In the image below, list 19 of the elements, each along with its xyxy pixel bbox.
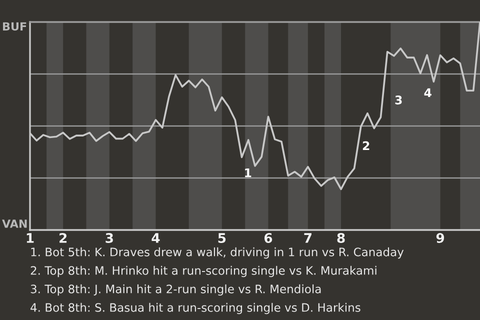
x-tick-label: 6 — [264, 233, 272, 243]
x-tick-label: 1 — [26, 233, 34, 243]
x-tick-label: 5 — [218, 233, 226, 243]
x-tick-label: 4 — [152, 233, 160, 243]
text: BUF — [3, 22, 26, 31]
text: 1. Bot 5th: K. Draves drew a walk, driving in 1 run vs R. Canaday — [31, 247, 404, 259]
text: 2. Top 8th: M. Hrinko hit a run-scoring single vs K. Murakami — [30, 266, 376, 278]
x-tick-label: 9 — [436, 233, 444, 243]
annotation: 1 — [245, 168, 252, 178]
annotation: 2 — [362, 141, 370, 150]
text: VAN — [2, 220, 27, 228]
annotation: 3 — [395, 96, 402, 104]
x-tick-label: 2 — [60, 233, 67, 243]
text: 4. Bot 8th: S. Basua hit a run-scoring single vs D. Harkins — [30, 302, 360, 314]
x-tick-label: 3 — [106, 233, 113, 243]
x-tick-label: 7 — [304, 233, 312, 243]
x-tick-label: 8 — [337, 233, 345, 243]
text: 3. Top 8th: J. Main hit a 2-run single vs R. Mendiola — [30, 284, 321, 296]
annotation: 4 — [424, 88, 432, 98]
